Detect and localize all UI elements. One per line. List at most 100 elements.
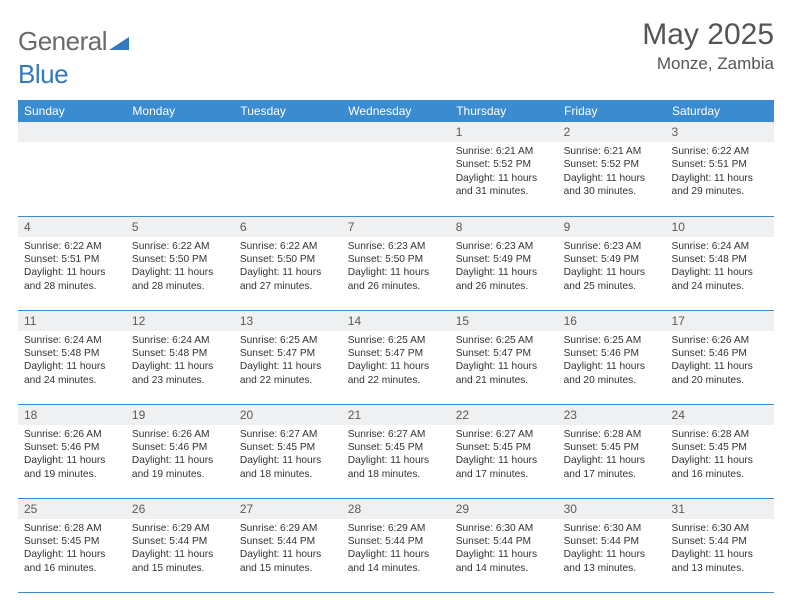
sunset-text: Sunset: 5:44 PM — [132, 535, 228, 548]
sunrise-text: Sunrise: 6:28 AM — [672, 428, 768, 441]
day-number — [18, 122, 126, 142]
sunset-text: Sunset: 5:46 PM — [132, 441, 228, 454]
weekday-header: Friday — [558, 100, 666, 122]
day-number: 6 — [234, 217, 342, 237]
sunset-text: Sunset: 5:48 PM — [132, 347, 228, 360]
sunrise-text: Sunrise: 6:22 AM — [24, 240, 120, 253]
day-body: Sunrise: 6:28 AMSunset: 5:45 PMDaylight:… — [666, 425, 774, 486]
week-row: 25Sunrise: 6:28 AMSunset: 5:45 PMDayligh… — [18, 498, 774, 592]
day-body: Sunrise: 6:24 AMSunset: 5:48 PMDaylight:… — [666, 237, 774, 298]
day-body: Sunrise: 6:25 AMSunset: 5:47 PMDaylight:… — [234, 331, 342, 392]
sunset-text: Sunset: 5:45 PM — [456, 441, 552, 454]
daylight-text: Daylight: 11 hours and 21 minutes. — [456, 360, 552, 387]
day-body: Sunrise: 6:23 AMSunset: 5:49 PMDaylight:… — [450, 237, 558, 298]
day-number: 16 — [558, 311, 666, 331]
day-number: 19 — [126, 405, 234, 425]
day-number: 17 — [666, 311, 774, 331]
sunrise-text: Sunrise: 6:29 AM — [132, 522, 228, 535]
day-cell: 20Sunrise: 6:27 AMSunset: 5:45 PMDayligh… — [234, 404, 342, 498]
day-number: 10 — [666, 217, 774, 237]
day-body: Sunrise: 6:29 AMSunset: 5:44 PMDaylight:… — [126, 519, 234, 580]
sunset-text: Sunset: 5:50 PM — [240, 253, 336, 266]
daylight-text: Daylight: 11 hours and 30 minutes. — [564, 172, 660, 199]
sunset-text: Sunset: 5:45 PM — [348, 441, 444, 454]
sunrise-text: Sunrise: 6:28 AM — [24, 522, 120, 535]
sunrise-text: Sunrise: 6:21 AM — [564, 145, 660, 158]
calendar-table: Sunday Monday Tuesday Wednesday Thursday… — [18, 100, 774, 593]
day-cell: 19Sunrise: 6:26 AMSunset: 5:46 PMDayligh… — [126, 404, 234, 498]
sunset-text: Sunset: 5:48 PM — [24, 347, 120, 360]
day-number: 15 — [450, 311, 558, 331]
day-number — [234, 122, 342, 142]
weekday-header: Saturday — [666, 100, 774, 122]
sunset-text: Sunset: 5:51 PM — [24, 253, 120, 266]
day-number: 11 — [18, 311, 126, 331]
day-body: Sunrise: 6:29 AMSunset: 5:44 PMDaylight:… — [342, 519, 450, 580]
day-cell: 28Sunrise: 6:29 AMSunset: 5:44 PMDayligh… — [342, 498, 450, 592]
sunset-text: Sunset: 5:52 PM — [564, 158, 660, 171]
day-body: Sunrise: 6:23 AMSunset: 5:49 PMDaylight:… — [558, 237, 666, 298]
day-number: 28 — [342, 499, 450, 519]
day-cell: 25Sunrise: 6:28 AMSunset: 5:45 PMDayligh… — [18, 498, 126, 592]
day-body: Sunrise: 6:22 AMSunset: 5:50 PMDaylight:… — [126, 237, 234, 298]
day-cell: 4Sunrise: 6:22 AMSunset: 5:51 PMDaylight… — [18, 216, 126, 310]
daylight-text: Daylight: 11 hours and 27 minutes. — [240, 266, 336, 293]
day-number: 7 — [342, 217, 450, 237]
day-number: 20 — [234, 405, 342, 425]
daylight-text: Daylight: 11 hours and 26 minutes. — [456, 266, 552, 293]
day-cell — [18, 122, 126, 216]
sunrise-text: Sunrise: 6:23 AM — [348, 240, 444, 253]
day-cell: 29Sunrise: 6:30 AMSunset: 5:44 PMDayligh… — [450, 498, 558, 592]
weekday-header: Thursday — [450, 100, 558, 122]
logo-word-general: General — [18, 26, 107, 56]
weekday-header: Sunday — [18, 100, 126, 122]
day-cell — [126, 122, 234, 216]
day-number: 3 — [666, 122, 774, 142]
day-number: 25 — [18, 499, 126, 519]
day-cell: 10Sunrise: 6:24 AMSunset: 5:48 PMDayligh… — [666, 216, 774, 310]
day-number: 5 — [126, 217, 234, 237]
sunrise-text: Sunrise: 6:24 AM — [132, 334, 228, 347]
daylight-text: Daylight: 11 hours and 14 minutes. — [348, 548, 444, 575]
day-cell: 7Sunrise: 6:23 AMSunset: 5:50 PMDaylight… — [342, 216, 450, 310]
sunset-text: Sunset: 5:44 PM — [240, 535, 336, 548]
day-number: 18 — [18, 405, 126, 425]
day-body: Sunrise: 6:27 AMSunset: 5:45 PMDaylight:… — [450, 425, 558, 486]
sunrise-text: Sunrise: 6:22 AM — [240, 240, 336, 253]
daylight-text: Daylight: 11 hours and 13 minutes. — [564, 548, 660, 575]
sunrise-text: Sunrise: 6:26 AM — [24, 428, 120, 441]
day-number: 30 — [558, 499, 666, 519]
day-number: 21 — [342, 405, 450, 425]
logo-triangle-icon — [109, 26, 129, 57]
day-cell: 31Sunrise: 6:30 AMSunset: 5:44 PMDayligh… — [666, 498, 774, 592]
sunset-text: Sunset: 5:46 PM — [672, 347, 768, 360]
day-body: Sunrise: 6:21 AMSunset: 5:52 PMDaylight:… — [450, 142, 558, 203]
daylight-text: Daylight: 11 hours and 29 minutes. — [672, 172, 768, 199]
day-number: 14 — [342, 311, 450, 331]
day-number — [126, 122, 234, 142]
day-cell: 2Sunrise: 6:21 AMSunset: 5:52 PMDaylight… — [558, 122, 666, 216]
daylight-text: Daylight: 11 hours and 24 minutes. — [672, 266, 768, 293]
calendar-page: General Blue May 2025 Monze, Zambia Sund… — [0, 0, 792, 612]
sunset-text: Sunset: 5:49 PM — [456, 253, 552, 266]
day-body: Sunrise: 6:26 AMSunset: 5:46 PMDaylight:… — [126, 425, 234, 486]
sunrise-text: Sunrise: 6:24 AM — [24, 334, 120, 347]
daylight-text: Daylight: 11 hours and 20 minutes. — [564, 360, 660, 387]
daylight-text: Daylight: 11 hours and 22 minutes. — [348, 360, 444, 387]
sunset-text: Sunset: 5:45 PM — [564, 441, 660, 454]
sunset-text: Sunset: 5:44 PM — [564, 535, 660, 548]
day-body: Sunrise: 6:24 AMSunset: 5:48 PMDaylight:… — [18, 331, 126, 392]
day-body: Sunrise: 6:21 AMSunset: 5:52 PMDaylight:… — [558, 142, 666, 203]
week-row: 4Sunrise: 6:22 AMSunset: 5:51 PMDaylight… — [18, 216, 774, 310]
sunset-text: Sunset: 5:47 PM — [348, 347, 444, 360]
day-number: 23 — [558, 405, 666, 425]
day-cell: 15Sunrise: 6:25 AMSunset: 5:47 PMDayligh… — [450, 310, 558, 404]
day-number: 13 — [234, 311, 342, 331]
sunset-text: Sunset: 5:52 PM — [456, 158, 552, 171]
day-body: Sunrise: 6:25 AMSunset: 5:47 PMDaylight:… — [342, 331, 450, 392]
daylight-text: Daylight: 11 hours and 13 minutes. — [672, 548, 768, 575]
day-cell: 21Sunrise: 6:27 AMSunset: 5:45 PMDayligh… — [342, 404, 450, 498]
day-body: Sunrise: 6:23 AMSunset: 5:50 PMDaylight:… — [342, 237, 450, 298]
sunset-text: Sunset: 5:44 PM — [672, 535, 768, 548]
day-body: Sunrise: 6:30 AMSunset: 5:44 PMDaylight:… — [666, 519, 774, 580]
